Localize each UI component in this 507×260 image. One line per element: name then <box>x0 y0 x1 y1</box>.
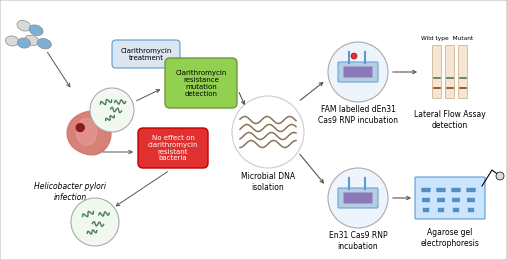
Text: Lateral Flow Assay
detection: Lateral Flow Assay detection <box>414 110 486 130</box>
Circle shape <box>328 42 388 102</box>
Polygon shape <box>77 118 97 145</box>
Circle shape <box>328 168 388 228</box>
Ellipse shape <box>37 38 51 49</box>
FancyBboxPatch shape <box>421 188 431 192</box>
FancyBboxPatch shape <box>438 208 444 212</box>
Text: Clarithromycin
resistance
mutation
detection: Clarithromycin resistance mutation detec… <box>175 69 227 96</box>
FancyBboxPatch shape <box>423 208 429 212</box>
Text: Clarithromycin
treatment: Clarithromycin treatment <box>120 48 172 61</box>
FancyBboxPatch shape <box>437 188 446 192</box>
FancyBboxPatch shape <box>453 208 459 212</box>
Text: Agarose gel
electrophoresis: Agarose gel electrophoresis <box>421 228 480 248</box>
FancyBboxPatch shape <box>446 46 454 99</box>
Ellipse shape <box>17 21 31 31</box>
FancyBboxPatch shape <box>415 177 485 219</box>
FancyBboxPatch shape <box>458 46 467 99</box>
Text: FAM labelled dEn31
Cas9 RNP incubation: FAM labelled dEn31 Cas9 RNP incubation <box>318 105 398 125</box>
FancyBboxPatch shape <box>467 198 475 202</box>
FancyBboxPatch shape <box>451 188 461 192</box>
Circle shape <box>351 53 357 59</box>
Circle shape <box>496 172 504 180</box>
FancyBboxPatch shape <box>452 198 460 202</box>
Ellipse shape <box>29 25 43 36</box>
FancyBboxPatch shape <box>344 67 373 77</box>
FancyBboxPatch shape <box>165 58 237 108</box>
Circle shape <box>232 96 304 168</box>
Ellipse shape <box>6 36 19 46</box>
Circle shape <box>71 198 119 246</box>
FancyBboxPatch shape <box>338 188 378 208</box>
Ellipse shape <box>25 35 39 46</box>
FancyBboxPatch shape <box>112 40 180 68</box>
FancyBboxPatch shape <box>466 188 476 192</box>
FancyBboxPatch shape <box>138 128 208 168</box>
FancyBboxPatch shape <box>432 46 442 99</box>
FancyBboxPatch shape <box>468 208 474 212</box>
Text: Helicobacter pylori
infection: Helicobacter pylori infection <box>34 182 106 202</box>
FancyBboxPatch shape <box>422 198 430 202</box>
Polygon shape <box>67 111 111 155</box>
FancyBboxPatch shape <box>338 62 378 82</box>
Text: Microbial DNA
isolation: Microbial DNA isolation <box>241 172 295 192</box>
Circle shape <box>90 88 134 132</box>
FancyBboxPatch shape <box>344 192 373 204</box>
Text: En31 Cas9 RNP
incubation: En31 Cas9 RNP incubation <box>329 231 387 251</box>
FancyBboxPatch shape <box>437 198 445 202</box>
Circle shape <box>76 124 84 132</box>
Text: Wild type  Mutant: Wild type Mutant <box>421 36 473 41</box>
Text: No effect on
clarithromycin
resistant
bacteria: No effect on clarithromycin resistant ba… <box>148 134 198 161</box>
Ellipse shape <box>17 38 30 48</box>
